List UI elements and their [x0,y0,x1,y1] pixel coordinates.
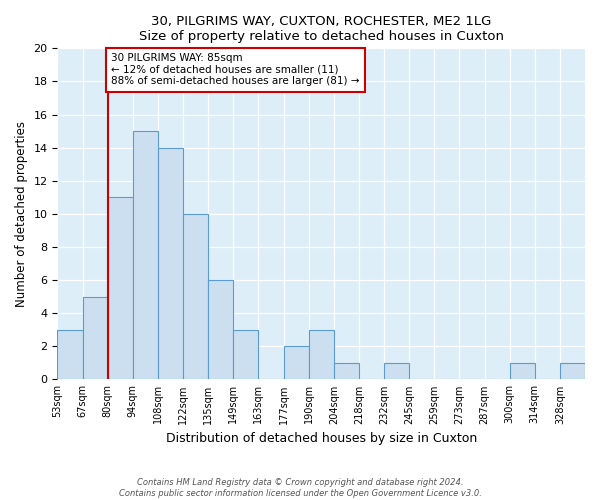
Bar [58,330,83,380]
Bar [334,363,359,380]
Bar [83,296,107,380]
Bar [509,363,535,380]
Title: 30, PILGRIMS WAY, CUXTON, ROCHESTER, ME2 1LG
Size of property relative to detach: 30, PILGRIMS WAY, CUXTON, ROCHESTER, ME2… [139,15,504,43]
Bar [208,280,233,380]
Y-axis label: Number of detached properties: Number of detached properties [15,121,28,307]
Text: Contains HM Land Registry data © Crown copyright and database right 2024.
Contai: Contains HM Land Registry data © Crown c… [119,478,481,498]
Bar [183,214,208,380]
Bar [133,131,158,380]
Bar [560,363,585,380]
Bar [284,346,308,380]
Bar [158,148,183,380]
Bar [384,363,409,380]
Text: 30 PILGRIMS WAY: 85sqm
← 12% of detached houses are smaller (11)
88% of semi-det: 30 PILGRIMS WAY: 85sqm ← 12% of detached… [112,54,360,86]
X-axis label: Distribution of detached houses by size in Cuxton: Distribution of detached houses by size … [166,432,477,445]
Bar [308,330,334,380]
Bar [233,330,259,380]
Bar [107,198,133,380]
